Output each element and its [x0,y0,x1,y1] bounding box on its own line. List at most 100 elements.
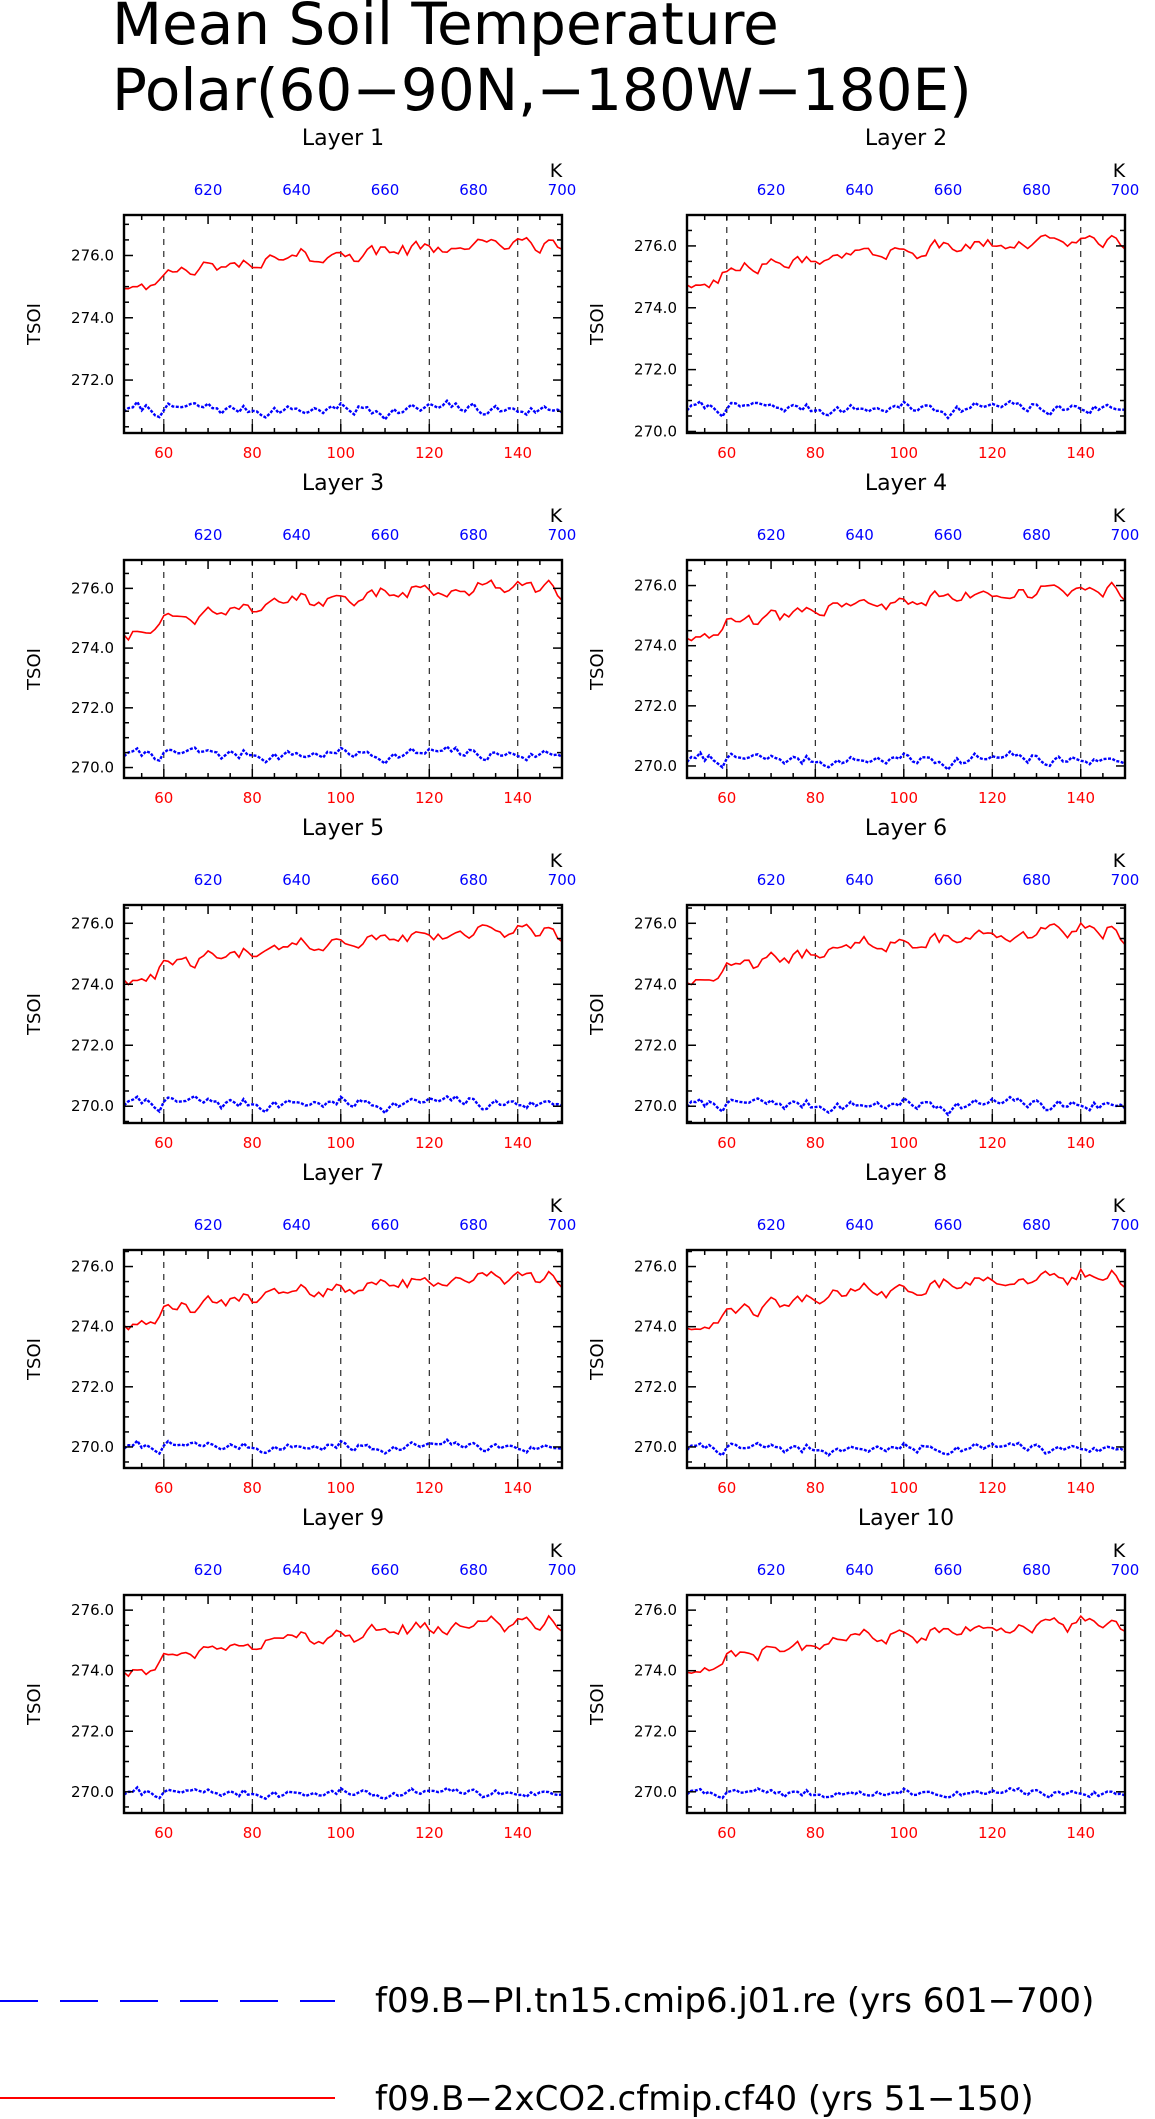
legend-label-control: f09.B−PI.tn15.cmip6.j01.re (yrs 601−700) [375,1981,1094,2021]
bottom-tick-label: 120 [978,1824,1007,1842]
bottom-tick-label: 120 [978,1479,1007,1497]
top-tick-label: 620 [757,871,786,889]
panel-title: Layer 8 [865,1161,947,1186]
bottom-tick-label: 140 [1066,1479,1095,1497]
y-tick-label: 270.0 [634,1438,677,1456]
bottom-tick-label: 120 [415,1134,444,1152]
y-tick-label: 276.0 [71,1258,114,1276]
y-tick-label: 272.0 [634,361,677,379]
top-tick-label: 640 [845,871,874,889]
bottom-tick-label: 100 [889,1824,918,1842]
bottom-tick-label: 60 [154,444,173,462]
chart-legend: f09.B−PI.tn15.cmip6.j01.re (yrs 601−700)… [0,1981,1094,2119]
y-tick-label: 272.0 [634,1036,677,1054]
top-axis-unit: K [550,160,563,182]
top-tick-label: 700 [548,1216,577,1234]
bottom-tick-label: 60 [717,1824,736,1842]
y-tick-label: 276.0 [71,914,114,932]
top-axis-unit: K [1113,505,1126,527]
y-axis-label: TSOI [24,1338,45,1381]
bottom-tick-label: 120 [978,444,1007,462]
bottom-tick-label: 100 [889,1479,918,1497]
top-tick-label: 660 [934,1216,963,1234]
top-tick-label: 660 [371,1561,400,1579]
top-tick-label: 700 [1111,1561,1140,1579]
plot-frame [122,903,564,1125]
top-tick-label: 700 [548,1561,577,1579]
top-tick-label: 700 [1111,526,1140,544]
bottom-tick-label: 140 [503,1824,532,1842]
top-axis-unit: K [1113,1195,1126,1217]
top-tick-label: 640 [282,1561,311,1579]
top-tick-label: 620 [194,526,223,544]
plot-frame [685,903,1127,1125]
y-tick-label: 276.0 [634,577,677,595]
series-line-experiment [686,234,1126,289]
top-tick-label: 680 [459,181,488,199]
top-tick-label: 620 [757,526,786,544]
bottom-tick-label: 140 [503,1134,532,1152]
y-tick-label: 274.0 [634,637,677,655]
top-tick-label: 660 [934,1561,963,1579]
bottom-tick-label: 120 [415,444,444,462]
y-tick-label: 270.0 [634,1783,677,1801]
bottom-tick-label: 100 [326,789,355,807]
top-axis-unit: K [550,505,563,527]
panel-title: Layer 1 [302,126,384,151]
y-tick-label: 272.0 [634,1722,677,1740]
plot-frame [122,558,564,780]
bottom-tick-label: 60 [717,789,736,807]
y-axis-label: TSOI [24,303,45,346]
y-tick-label: 270.0 [634,422,677,440]
y-tick-label: 270.0 [71,1783,114,1801]
top-tick-label: 700 [548,181,577,199]
y-axis-label: TSOI [24,1683,45,1726]
top-axis-unit: K [1113,160,1126,182]
series-line-experiment [123,579,563,642]
panel-title: Layer 6 [865,816,947,841]
y-tick-label: 276.0 [634,1601,677,1619]
series-line-control [686,399,1125,420]
bottom-tick-label: 100 [326,444,355,462]
bottom-tick-label: 140 [503,444,532,462]
top-tick-label: 700 [1111,181,1140,199]
y-tick-label: 274.0 [71,975,114,993]
panel-title: Layer 10 [858,1506,954,1531]
y-axis-label: TSOI [587,993,608,1036]
top-tick-label: 660 [934,526,963,544]
top-axis-unit: K [550,1540,563,1562]
bottom-tick-label: 100 [889,444,918,462]
y-tick-label: 272.0 [71,371,114,389]
y-tick-label: 272.0 [71,1036,114,1054]
bottom-tick-label: 60 [717,1134,736,1152]
y-tick-label: 270.0 [71,759,114,777]
y-axis-label: TSOI [587,303,608,346]
top-axis-unit: K [1113,850,1126,872]
top-tick-label: 680 [459,1561,488,1579]
y-tick-label: 276.0 [634,237,677,255]
y-tick-label: 276.0 [71,246,114,264]
top-tick-label: 620 [194,1216,223,1234]
top-axis-unit: K [1113,1540,1126,1562]
series-line-control [123,744,563,766]
series-line-experiment [686,581,1126,642]
bottom-tick-label: 120 [415,1824,444,1842]
y-tick-label: 272.0 [634,1378,677,1396]
top-axis-unit: K [550,850,563,872]
bottom-tick-label: 120 [415,789,444,807]
bottom-tick-label: 140 [1066,1824,1095,1842]
top-tick-label: 700 [1111,871,1140,889]
bottom-tick-label: 100 [889,1134,918,1152]
y-axis-label: TSOI [24,993,45,1036]
top-tick-label: 640 [845,526,874,544]
bottom-tick-label: 60 [154,789,173,807]
bottom-tick-label: 60 [154,1134,173,1152]
y-tick-label: 274.0 [71,1662,114,1680]
series-line-experiment [686,921,1126,986]
